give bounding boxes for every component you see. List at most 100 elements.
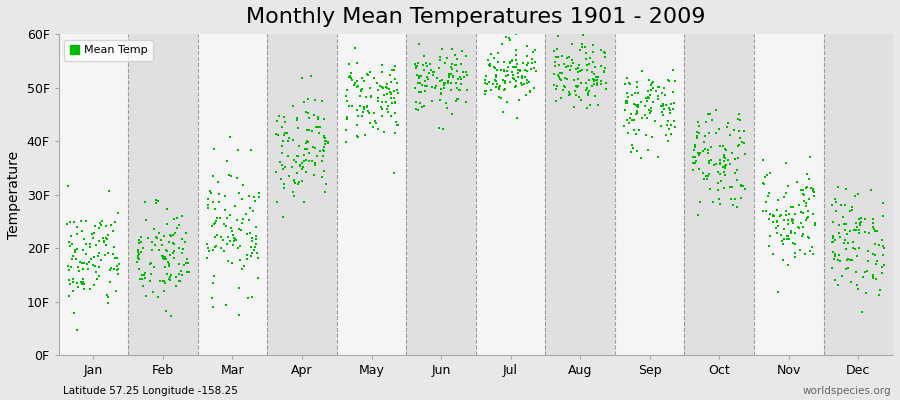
Point bbox=[642, 76, 656, 83]
Point bbox=[137, 271, 151, 278]
Point bbox=[162, 239, 176, 245]
Point bbox=[175, 213, 189, 220]
Point bbox=[172, 270, 186, 277]
Point bbox=[240, 256, 255, 262]
Point bbox=[852, 244, 867, 251]
Point bbox=[158, 256, 173, 262]
Point bbox=[566, 60, 580, 66]
Point bbox=[799, 203, 814, 209]
Point bbox=[148, 242, 163, 248]
Bar bbox=[685, 34, 754, 355]
Point bbox=[447, 62, 462, 68]
Point bbox=[453, 74, 467, 80]
Point bbox=[449, 80, 464, 86]
Point bbox=[281, 138, 295, 144]
Point bbox=[377, 91, 392, 98]
Point bbox=[770, 206, 784, 213]
Point bbox=[92, 250, 106, 256]
Point bbox=[860, 268, 875, 274]
Point bbox=[272, 112, 286, 119]
Point bbox=[593, 78, 608, 84]
Point bbox=[696, 170, 710, 176]
Point bbox=[711, 169, 725, 175]
Point bbox=[826, 218, 841, 225]
Point bbox=[552, 74, 566, 80]
Point bbox=[410, 65, 424, 71]
Point bbox=[570, 84, 584, 90]
Point bbox=[418, 78, 432, 84]
Point bbox=[92, 273, 106, 280]
Point bbox=[110, 262, 124, 269]
Point bbox=[289, 158, 303, 165]
Point bbox=[145, 239, 159, 245]
Point bbox=[61, 182, 76, 189]
Point bbox=[766, 212, 780, 218]
Point bbox=[760, 192, 775, 199]
Point bbox=[374, 62, 389, 69]
Point bbox=[247, 194, 261, 200]
Point bbox=[704, 144, 718, 150]
Point bbox=[731, 155, 745, 161]
Point bbox=[807, 189, 822, 195]
Point bbox=[552, 62, 566, 68]
Point bbox=[508, 64, 523, 70]
Point bbox=[384, 91, 399, 98]
Point bbox=[806, 251, 820, 257]
Point bbox=[361, 72, 375, 78]
Point bbox=[313, 124, 328, 130]
Point bbox=[699, 119, 714, 125]
Point bbox=[156, 255, 170, 261]
Point bbox=[105, 251, 120, 257]
Point bbox=[839, 246, 853, 252]
Point bbox=[638, 112, 652, 119]
Point bbox=[625, 117, 639, 123]
Point bbox=[249, 233, 264, 240]
Point bbox=[320, 138, 334, 145]
Bar bbox=[824, 34, 893, 355]
Point bbox=[561, 55, 575, 61]
Point bbox=[234, 219, 248, 226]
Point bbox=[716, 164, 730, 170]
Point bbox=[840, 231, 854, 237]
Point bbox=[734, 194, 748, 201]
Point bbox=[654, 109, 669, 116]
Point bbox=[590, 82, 604, 88]
Point bbox=[162, 261, 176, 268]
Point bbox=[520, 43, 535, 49]
Point bbox=[559, 64, 573, 71]
Point bbox=[664, 131, 679, 138]
Point bbox=[550, 46, 564, 52]
Point bbox=[287, 177, 302, 183]
Point bbox=[434, 91, 448, 98]
Point bbox=[206, 247, 220, 253]
Point bbox=[807, 193, 822, 200]
Point bbox=[580, 85, 594, 92]
Point bbox=[661, 76, 675, 83]
Point bbox=[368, 118, 382, 124]
Point bbox=[561, 62, 575, 69]
Point bbox=[171, 244, 185, 251]
Point bbox=[715, 178, 729, 184]
Point bbox=[644, 108, 658, 114]
Point bbox=[759, 199, 773, 205]
Point bbox=[832, 258, 847, 264]
Point bbox=[801, 208, 815, 214]
Point bbox=[310, 116, 325, 122]
Point bbox=[832, 234, 847, 240]
Point bbox=[363, 120, 377, 126]
Point bbox=[708, 129, 723, 136]
Point bbox=[62, 239, 77, 245]
Point bbox=[229, 202, 243, 209]
Point bbox=[339, 114, 354, 120]
Point bbox=[866, 272, 880, 278]
Point bbox=[370, 98, 384, 104]
Point bbox=[355, 75, 369, 82]
Point bbox=[509, 31, 524, 37]
Point bbox=[708, 106, 723, 113]
Bar bbox=[128, 34, 198, 355]
Point bbox=[419, 82, 434, 89]
Point bbox=[301, 96, 315, 103]
Point bbox=[844, 278, 859, 285]
Point bbox=[629, 101, 643, 108]
Point bbox=[634, 99, 648, 105]
